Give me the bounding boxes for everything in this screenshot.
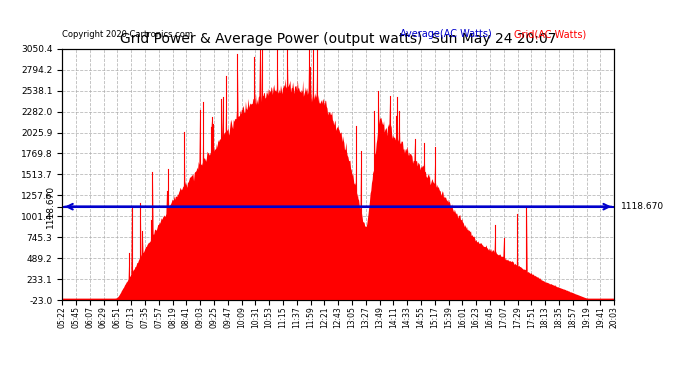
Text: Copyright 2020 Cartronics.com: Copyright 2020 Cartronics.com <box>62 30 193 39</box>
Text: 1118.670: 1118.670 <box>621 202 664 211</box>
Text: Grid(AC Watts): Grid(AC Watts) <box>514 29 586 39</box>
Title: Grid Power & Average Power (output watts)  Sun May 24 20:07: Grid Power & Average Power (output watts… <box>120 32 556 46</box>
Text: Average(AC Watts): Average(AC Watts) <box>400 29 492 39</box>
